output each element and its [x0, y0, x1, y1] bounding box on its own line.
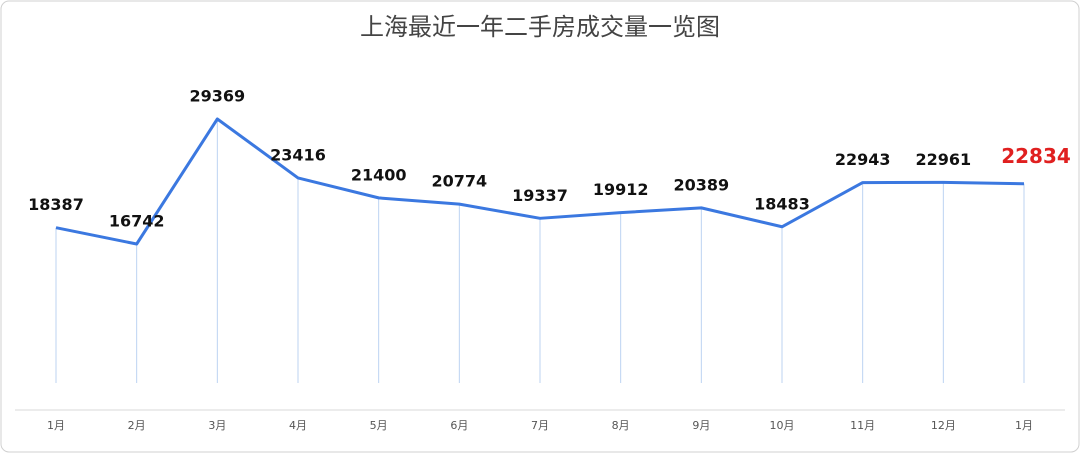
- x-tick-label: 1月: [1015, 419, 1033, 432]
- x-tick-label: 10月: [770, 419, 795, 432]
- data-label: 23416: [270, 145, 326, 164]
- data-label: 22961: [915, 150, 971, 169]
- x-tick-label: 2月: [128, 419, 146, 432]
- data-label: 19337: [512, 186, 568, 205]
- data-label: 29369: [189, 87, 245, 106]
- data-label: 22834: [1001, 144, 1071, 168]
- x-tick-label: 7月: [531, 419, 549, 432]
- data-label: 22943: [835, 150, 891, 169]
- x-tick-label: 11月: [850, 419, 875, 432]
- x-tick-label: 12月: [931, 419, 956, 432]
- data-label: 20389: [673, 175, 729, 194]
- data-label: 18483: [754, 194, 810, 213]
- data-label: 19912: [593, 180, 649, 199]
- x-tick-label: 4月: [289, 419, 307, 432]
- data-label: 18387: [28, 195, 84, 214]
- line: [55, 117, 1025, 246]
- data-label: 21400: [351, 165, 407, 184]
- x-tick-label: 3月: [208, 419, 226, 432]
- x-tick-label: 9月: [692, 419, 710, 432]
- data-label: 20774: [431, 172, 487, 191]
- x-tick-label: 8月: [612, 419, 630, 432]
- data-label: 16742: [109, 212, 165, 231]
- x-tick-label: 6月: [450, 419, 468, 432]
- chart-title: 上海最近一年二手房成交量一览图: [360, 13, 720, 41]
- x-tick-label: 1月: [47, 419, 65, 432]
- x-tick-label: 5月: [370, 419, 388, 432]
